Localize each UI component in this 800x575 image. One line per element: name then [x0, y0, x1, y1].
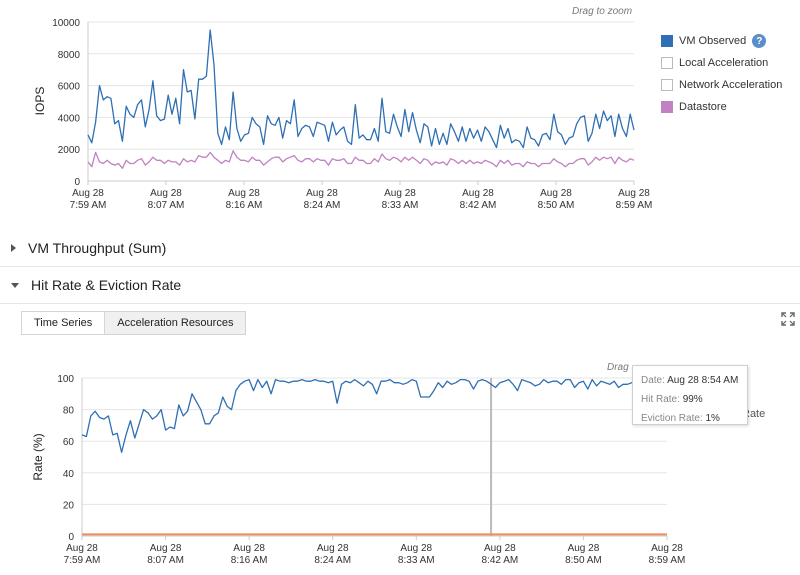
x-tick-label: Aug 28	[306, 188, 338, 199]
legend-item-vm-observed[interactable]: VM Observed?	[661, 33, 767, 49]
x-tick-label: Aug 28	[150, 543, 182, 554]
x-tick-label: Aug 28	[540, 188, 572, 199]
tooltip-date-label: Date:	[641, 375, 665, 386]
hit-rate-section-header[interactable]: Hit Rate & Eviction Rate	[0, 267, 800, 304]
x-tick-label: 8:59 AM	[616, 200, 653, 211]
x-tick-label: 8:07 AM	[147, 555, 184, 566]
collapse-arrow-icon[interactable]	[11, 282, 19, 288]
tooltip-evict-label: Eviction Rate:	[641, 413, 703, 424]
x-tick-label: Aug 28	[384, 188, 416, 199]
legend-label: Datastore	[679, 101, 727, 113]
tooltip-hit-label: Hit Rate:	[641, 394, 680, 405]
x-tick-label: 8:33 AM	[398, 555, 435, 566]
y-tick-label: 60	[63, 437, 75, 448]
legend-swatch	[661, 101, 673, 113]
vm-throughput-title: VM Throughput (Sum)	[28, 240, 167, 256]
hit-rate-title: Hit Rate & Eviction Rate	[31, 277, 182, 293]
expand-arrow-icon[interactable]	[11, 244, 16, 252]
tooltip-evict-value: 1%	[705, 413, 720, 424]
hit-rate-tabs: Time Series Acceleration Resources	[21, 311, 247, 335]
hover-tooltip: Date: Aug 28 8:54 AM Hit Rate: 99% Evict…	[632, 365, 748, 425]
drag-to-zoom-hint-2: Drag	[607, 362, 629, 373]
x-tick-label: Aug 28	[66, 543, 98, 554]
x-tick-label: 8:07 AM	[148, 200, 185, 211]
x-tick-label: 7:59 AM	[64, 555, 101, 566]
x-tick-label: Aug 28	[484, 543, 516, 554]
x-tick-label: 8:59 AM	[649, 555, 686, 566]
x-tick-label: Aug 28	[317, 543, 349, 554]
y-tick-label: 4000	[58, 113, 81, 124]
x-tick-label: Aug 28	[568, 543, 600, 554]
tab-time-series[interactable]: Time Series	[21, 311, 106, 335]
y-tick-label: 0	[74, 177, 80, 188]
x-tick-label: 8:33 AM	[382, 200, 419, 211]
x-tick-label: Aug 28	[233, 543, 265, 554]
x-tick-label: 8:50 AM	[565, 555, 602, 566]
x-tick-label: 8:16 AM	[226, 200, 263, 211]
series-line-datastore[interactable]	[87, 150, 635, 169]
y-tick-label: 8000	[58, 50, 81, 61]
help-icon[interactable]: ?	[752, 34, 767, 48]
y-tick-label: 80	[63, 406, 75, 417]
legend-item-local-acceleration[interactable]: Local Acceleration	[661, 55, 768, 71]
legend-label: Network Acceleration	[679, 79, 783, 91]
x-tick-label: 8:16 AM	[231, 555, 268, 566]
x-tick-label: 8:24 AM	[314, 555, 351, 566]
rate-axis-title: Rate (%)	[31, 433, 45, 481]
series-line-vm-observed[interactable]	[87, 29, 635, 149]
x-tick-label: 8:42 AM	[460, 200, 497, 211]
y-tick-label: 100	[57, 374, 74, 385]
legend-swatch	[661, 57, 673, 69]
legend-swatch	[661, 35, 673, 47]
tooltip-date-value: Aug 28 8:54 AM	[667, 375, 739, 386]
fullscreen-expand-icon[interactable]	[781, 312, 795, 326]
x-tick-label: Aug 28	[400, 543, 432, 554]
legend-label: Local Acceleration	[679, 57, 769, 69]
y-tick-label: 6000	[58, 82, 81, 93]
y-tick-label: 2000	[58, 145, 81, 156]
tooltip-hit-value: 99%	[682, 394, 703, 405]
series-line-hit-rate[interactable]	[81, 378, 667, 453]
drag-to-zoom-hint: Drag to zoom	[572, 6, 633, 17]
y-tick-label: 20	[63, 500, 75, 511]
x-tick-label: Aug 28	[651, 543, 683, 554]
legend-swatch	[661, 79, 673, 91]
x-tick-label: 8:50 AM	[538, 200, 575, 211]
x-tick-label: Aug 28	[618, 188, 650, 199]
vm-throughput-section-header[interactable]: VM Throughput (Sum)	[0, 230, 800, 267]
tab-acceleration-resources[interactable]: Acceleration Resources	[105, 311, 247, 335]
x-tick-label: Aug 28	[72, 188, 104, 199]
x-tick-label: Aug 28	[462, 188, 494, 199]
legend-item-datastore[interactable]: Datastore	[661, 99, 727, 115]
x-tick-label: 8:42 AM	[482, 555, 519, 566]
x-tick-label: Aug 28	[150, 188, 182, 199]
y-tick-label: 40	[63, 469, 75, 480]
legend-item-network-acceleration[interactable]: Network Acceleration	[661, 77, 782, 93]
y-tick-label: 0	[68, 532, 74, 543]
x-tick-label: 7:59 AM	[70, 200, 107, 211]
legend-label: VM Observed	[679, 35, 747, 47]
x-tick-label: 8:24 AM	[304, 200, 341, 211]
y-tick-label: 10000	[52, 18, 80, 29]
x-tick-label: Aug 28	[228, 188, 260, 199]
